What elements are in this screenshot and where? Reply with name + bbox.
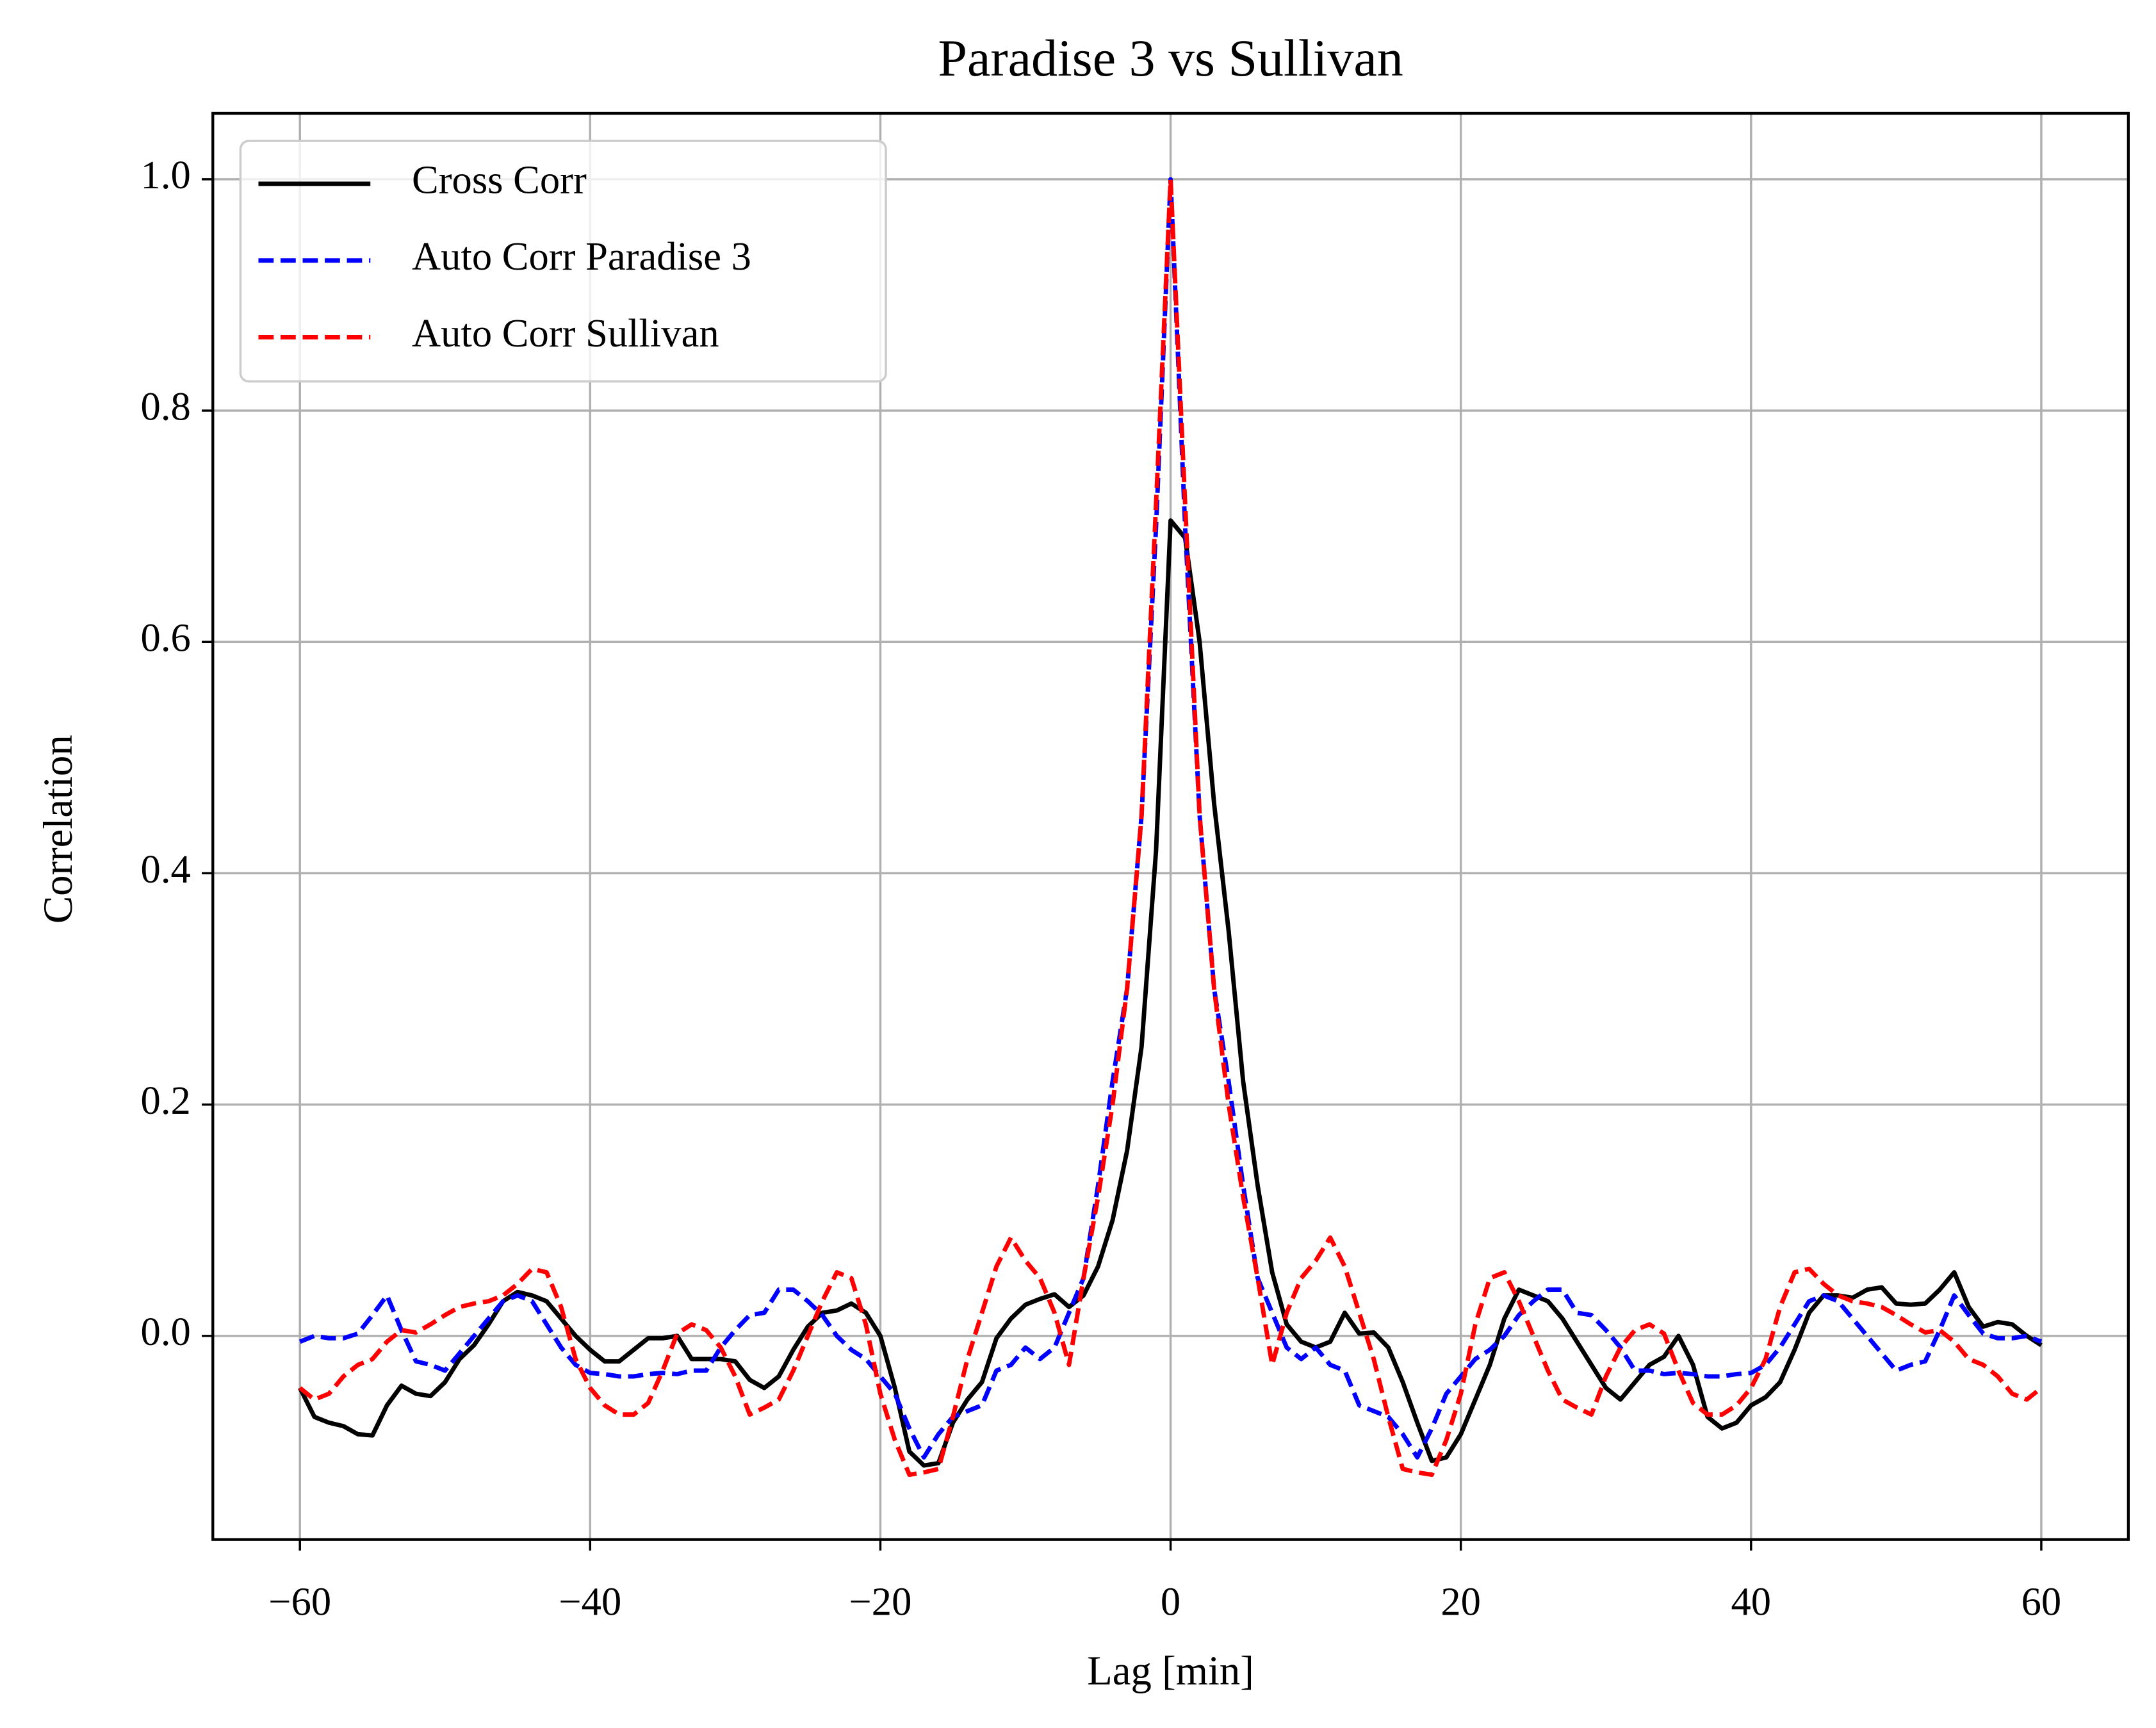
legend-label: Cross Corr — [412, 157, 587, 202]
y-tick-label: 0.6 — [141, 615, 191, 660]
series-line — [298, 177, 2043, 1478]
series-line — [298, 518, 2043, 1468]
plot-lines — [298, 177, 2043, 1478]
y-tick-label: 0.8 — [141, 384, 191, 428]
x-tick-label: 60 — [2021, 1579, 2062, 1624]
legend: Cross Corr Auto Corr Paradise 3 Auto Corr … — [239, 140, 887, 383]
series-line — [298, 177, 2043, 1460]
x-tick-label: 20 — [1441, 1579, 1481, 1624]
chart-title: Paradise 3 vs Sullivan — [938, 29, 1403, 87]
y-tick-label: 0.4 — [141, 847, 191, 892]
legend-label: Auto Corr Sullivan — [412, 311, 719, 355]
x-tick-label: 40 — [1731, 1579, 1772, 1624]
x-tick-label: −20 — [849, 1579, 912, 1624]
y-tick-label: 0.0 — [141, 1309, 191, 1354]
legend-box — [239, 140, 887, 383]
y-tick-label: 1.0 — [141, 152, 191, 197]
x-tick-label: −60 — [268, 1579, 331, 1624]
y-tick-label: 0.2 — [141, 1078, 191, 1123]
legend-label: Auto Corr Paradise 3 — [412, 234, 751, 279]
y-axis-label: Correlation — [35, 735, 81, 924]
x-tick-label: 0 — [1161, 1579, 1180, 1624]
x-axis-label: Lag [min] — [1087, 1648, 1254, 1694]
ticks: −60 −40 −20 0 20 40 60 0.0 0.2 0.4 0.6 0.8 1.0 — [141, 152, 2062, 1624]
x-tick-label: −40 — [559, 1579, 621, 1624]
